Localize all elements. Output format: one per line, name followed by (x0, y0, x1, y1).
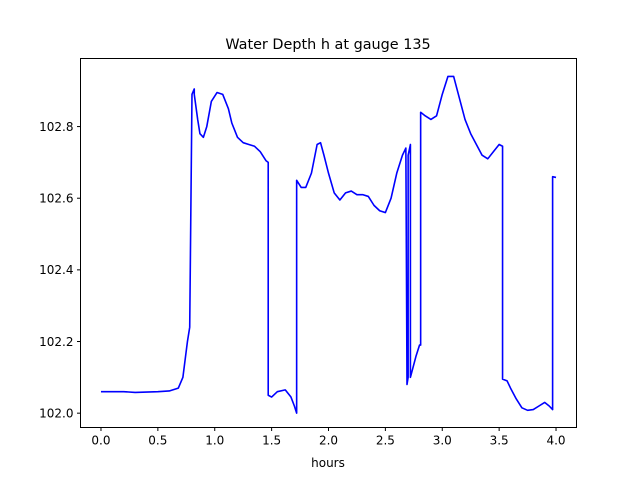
series-layer (100, 75, 557, 414)
y-tick-label: 102.0 (39, 406, 73, 420)
x-tick-label: 1.5 (262, 434, 281, 448)
y-tick-label: 102.6 (39, 192, 73, 206)
plot-frame (80, 58, 577, 428)
y-tick-label: 102.8 (39, 120, 73, 134)
x-tick-label: 0.5 (148, 434, 167, 448)
y-axis-ticks: 102.0 102.2 102.4 102.6 102.8 (39, 120, 81, 420)
series-line (100, 75, 557, 414)
y-tick-label: 102.2 (39, 335, 73, 349)
x-tick-label: 1.0 (205, 434, 224, 448)
y-tick-label: 102.4 (39, 263, 73, 277)
x-axis-label: hours (311, 456, 345, 470)
x-axis-ticks: 0.0 0.5 1.0 1.5 2.0 2.5 3.0 3.5 4.0 (91, 427, 566, 448)
x-tick-label: 4.0 (546, 434, 565, 448)
x-tick-label: 3.5 (490, 434, 509, 448)
x-tick-label: 0.0 (91, 434, 110, 448)
x-tick-label: 2.0 (319, 434, 338, 448)
chart-title: Water Depth h at gauge 135 (225, 37, 430, 53)
x-tick-label: 3.0 (433, 434, 452, 448)
x-tick-label: 2.5 (376, 434, 395, 448)
